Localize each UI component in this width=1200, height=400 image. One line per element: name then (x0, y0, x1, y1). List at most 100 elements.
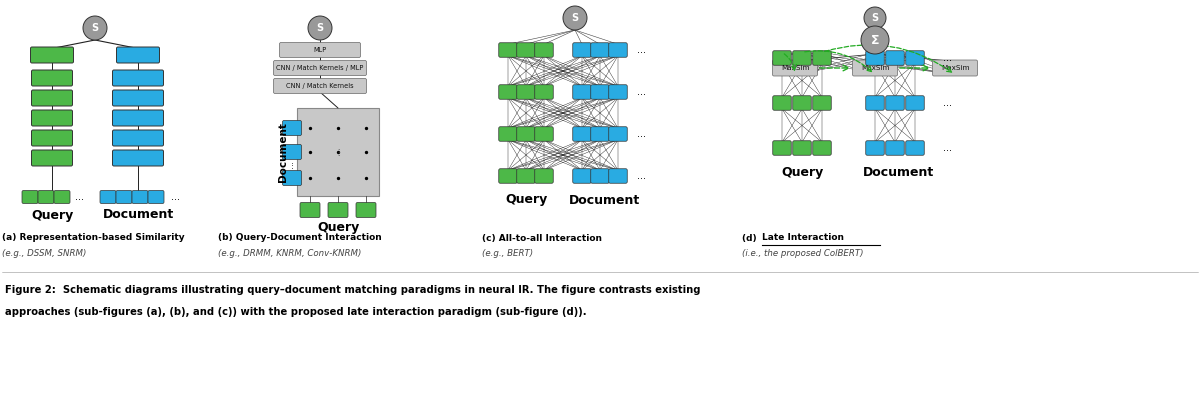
Text: (d): (d) (742, 234, 760, 242)
FancyBboxPatch shape (116, 47, 160, 63)
Text: ...: ... (943, 53, 953, 63)
Text: ...: ... (74, 192, 84, 202)
Text: ...: ... (637, 45, 647, 55)
FancyBboxPatch shape (886, 51, 905, 65)
FancyBboxPatch shape (932, 60, 978, 76)
Text: (c) All-to-all Interaction: (c) All-to-all Interaction (482, 234, 602, 242)
FancyBboxPatch shape (282, 144, 301, 160)
FancyBboxPatch shape (886, 96, 905, 110)
Text: S: S (91, 23, 98, 33)
FancyBboxPatch shape (590, 85, 610, 99)
FancyBboxPatch shape (812, 51, 832, 65)
Circle shape (308, 16, 332, 40)
FancyBboxPatch shape (572, 127, 592, 141)
FancyBboxPatch shape (113, 110, 163, 126)
Text: Late Interaction: Late Interaction (762, 234, 844, 242)
FancyBboxPatch shape (499, 169, 517, 183)
FancyBboxPatch shape (113, 150, 163, 166)
Bar (298, 108, 379, 196)
FancyBboxPatch shape (31, 90, 72, 106)
Text: approaches (sub-figures (a), (b), and (c)) with the proposed late interaction pa: approaches (sub-figures (a), (b), and (c… (5, 307, 587, 317)
FancyBboxPatch shape (38, 190, 54, 204)
FancyBboxPatch shape (113, 90, 163, 106)
FancyBboxPatch shape (590, 43, 610, 57)
FancyBboxPatch shape (572, 85, 592, 99)
FancyBboxPatch shape (54, 190, 70, 204)
Text: ...: ... (637, 171, 647, 181)
Text: Figure 2:  Schematic diagrams illustrating query–document matching paradigms in : Figure 2: Schematic diagrams illustratin… (5, 285, 701, 295)
FancyBboxPatch shape (906, 51, 924, 65)
Text: Document: Document (863, 166, 934, 178)
FancyBboxPatch shape (572, 43, 592, 57)
FancyBboxPatch shape (274, 60, 366, 76)
Text: ...: ... (943, 98, 953, 108)
Text: S: S (871, 13, 878, 23)
Text: Document: Document (569, 194, 641, 206)
FancyBboxPatch shape (793, 96, 811, 110)
Text: ⋮: ⋮ (334, 148, 342, 156)
Text: CNN / Match Kernels / MLP: CNN / Match Kernels / MLP (276, 65, 364, 71)
FancyBboxPatch shape (793, 141, 811, 155)
FancyBboxPatch shape (499, 127, 517, 141)
FancyBboxPatch shape (356, 202, 376, 218)
FancyBboxPatch shape (865, 141, 884, 155)
Text: CNN / Match Kernels: CNN / Match Kernels (286, 83, 354, 89)
FancyBboxPatch shape (886, 141, 905, 155)
FancyBboxPatch shape (517, 43, 535, 57)
Circle shape (862, 26, 889, 54)
FancyBboxPatch shape (517, 169, 535, 183)
Text: ⋮: ⋮ (288, 162, 295, 168)
Text: MaxSim: MaxSim (941, 65, 970, 71)
FancyBboxPatch shape (535, 127, 553, 141)
FancyBboxPatch shape (31, 150, 72, 166)
FancyBboxPatch shape (590, 169, 610, 183)
FancyBboxPatch shape (282, 170, 301, 186)
FancyBboxPatch shape (100, 190, 116, 204)
FancyBboxPatch shape (499, 85, 517, 99)
FancyBboxPatch shape (608, 169, 628, 183)
Text: ...: ... (637, 129, 647, 139)
FancyBboxPatch shape (274, 78, 366, 94)
Circle shape (83, 16, 107, 40)
FancyBboxPatch shape (22, 190, 38, 204)
Text: (a) Representation-based Similarity: (a) Representation-based Similarity (2, 234, 185, 242)
Text: Document: Document (278, 122, 288, 182)
Text: (e.g., BERT): (e.g., BERT) (482, 250, 533, 258)
Text: MaxSim: MaxSim (860, 65, 889, 71)
FancyBboxPatch shape (148, 190, 164, 204)
FancyBboxPatch shape (812, 141, 832, 155)
FancyBboxPatch shape (608, 85, 628, 99)
FancyBboxPatch shape (852, 60, 898, 76)
FancyBboxPatch shape (282, 120, 301, 136)
Text: S: S (317, 23, 324, 33)
FancyBboxPatch shape (812, 96, 832, 110)
Text: ...: ... (170, 192, 180, 202)
FancyBboxPatch shape (608, 43, 628, 57)
Text: Document: Document (102, 208, 174, 222)
FancyBboxPatch shape (773, 141, 791, 155)
FancyBboxPatch shape (535, 169, 553, 183)
Text: ...: ... (943, 143, 953, 153)
FancyBboxPatch shape (113, 130, 163, 146)
Text: Σ: Σ (871, 34, 880, 46)
FancyBboxPatch shape (773, 96, 791, 110)
Text: (e.g., DSSM, SNRM): (e.g., DSSM, SNRM) (2, 250, 86, 258)
Text: ...: ... (637, 87, 647, 97)
FancyBboxPatch shape (773, 60, 817, 76)
FancyBboxPatch shape (113, 70, 163, 86)
FancyBboxPatch shape (535, 43, 553, 57)
Text: (b) Query-Document Interaction: (b) Query-Document Interaction (218, 234, 382, 242)
Text: Query: Query (505, 194, 547, 206)
Text: Query: Query (781, 166, 823, 178)
FancyBboxPatch shape (31, 130, 72, 146)
FancyBboxPatch shape (30, 47, 73, 63)
Text: MLP: MLP (313, 47, 326, 53)
Text: (i.e., the proposed ColBERT): (i.e., the proposed ColBERT) (742, 250, 864, 258)
Text: Query: Query (317, 222, 359, 234)
FancyBboxPatch shape (535, 85, 553, 99)
FancyBboxPatch shape (572, 169, 592, 183)
Text: MaxSim: MaxSim (781, 65, 809, 71)
Circle shape (563, 6, 587, 30)
FancyBboxPatch shape (608, 127, 628, 141)
Text: Query: Query (31, 208, 73, 222)
